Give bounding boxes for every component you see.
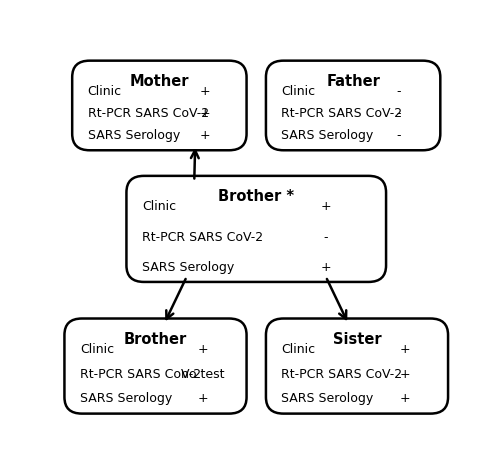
Text: Rt-PCR SARS CoV-2: Rt-PCR SARS CoV-2 [80,368,201,381]
Text: -: - [396,107,401,120]
Text: +: + [320,261,331,274]
Text: +: + [200,129,210,142]
Text: SARS Serology: SARS Serology [80,392,172,406]
Text: Brother *: Brother * [218,190,294,204]
FancyBboxPatch shape [126,176,386,282]
Text: SARS Serology: SARS Serology [142,261,234,274]
Text: SARS Serology: SARS Serology [88,129,180,142]
FancyBboxPatch shape [266,319,448,414]
Text: +: + [400,343,410,356]
Text: +: + [200,107,210,120]
Text: +: + [400,368,410,381]
Text: no test: no test [181,368,224,381]
Text: +: + [320,200,331,213]
Text: SARS Serology: SARS Serology [282,392,374,406]
Text: Brother: Brother [124,332,187,347]
Text: Rt-PCR SARS CoV-2: Rt-PCR SARS CoV-2 [142,231,263,244]
FancyBboxPatch shape [72,61,246,150]
Text: SARS Serology: SARS Serology [282,129,374,142]
Text: Rt-PCR SARS CoV-2: Rt-PCR SARS CoV-2 [282,107,403,120]
Text: Clinic: Clinic [282,85,316,98]
Text: -: - [396,85,401,98]
Text: +: + [200,85,210,98]
Text: -: - [324,231,328,244]
Text: -: - [396,129,401,142]
Text: Rt-PCR SARS CoV-2: Rt-PCR SARS CoV-2 [282,368,403,381]
FancyBboxPatch shape [64,319,246,414]
Text: Clinic: Clinic [80,343,114,356]
Text: Clinic: Clinic [282,343,316,356]
Text: Clinic: Clinic [142,200,176,213]
Text: Rt-PCR SARS CoV-2: Rt-PCR SARS CoV-2 [88,107,209,120]
Text: +: + [198,392,208,406]
Text: +: + [198,343,208,356]
Text: Clinic: Clinic [88,85,122,98]
Text: Mother: Mother [130,74,189,89]
Text: +: + [400,392,410,406]
Text: Father: Father [326,74,380,89]
FancyBboxPatch shape [266,61,440,150]
Text: Sister: Sister [332,332,382,347]
